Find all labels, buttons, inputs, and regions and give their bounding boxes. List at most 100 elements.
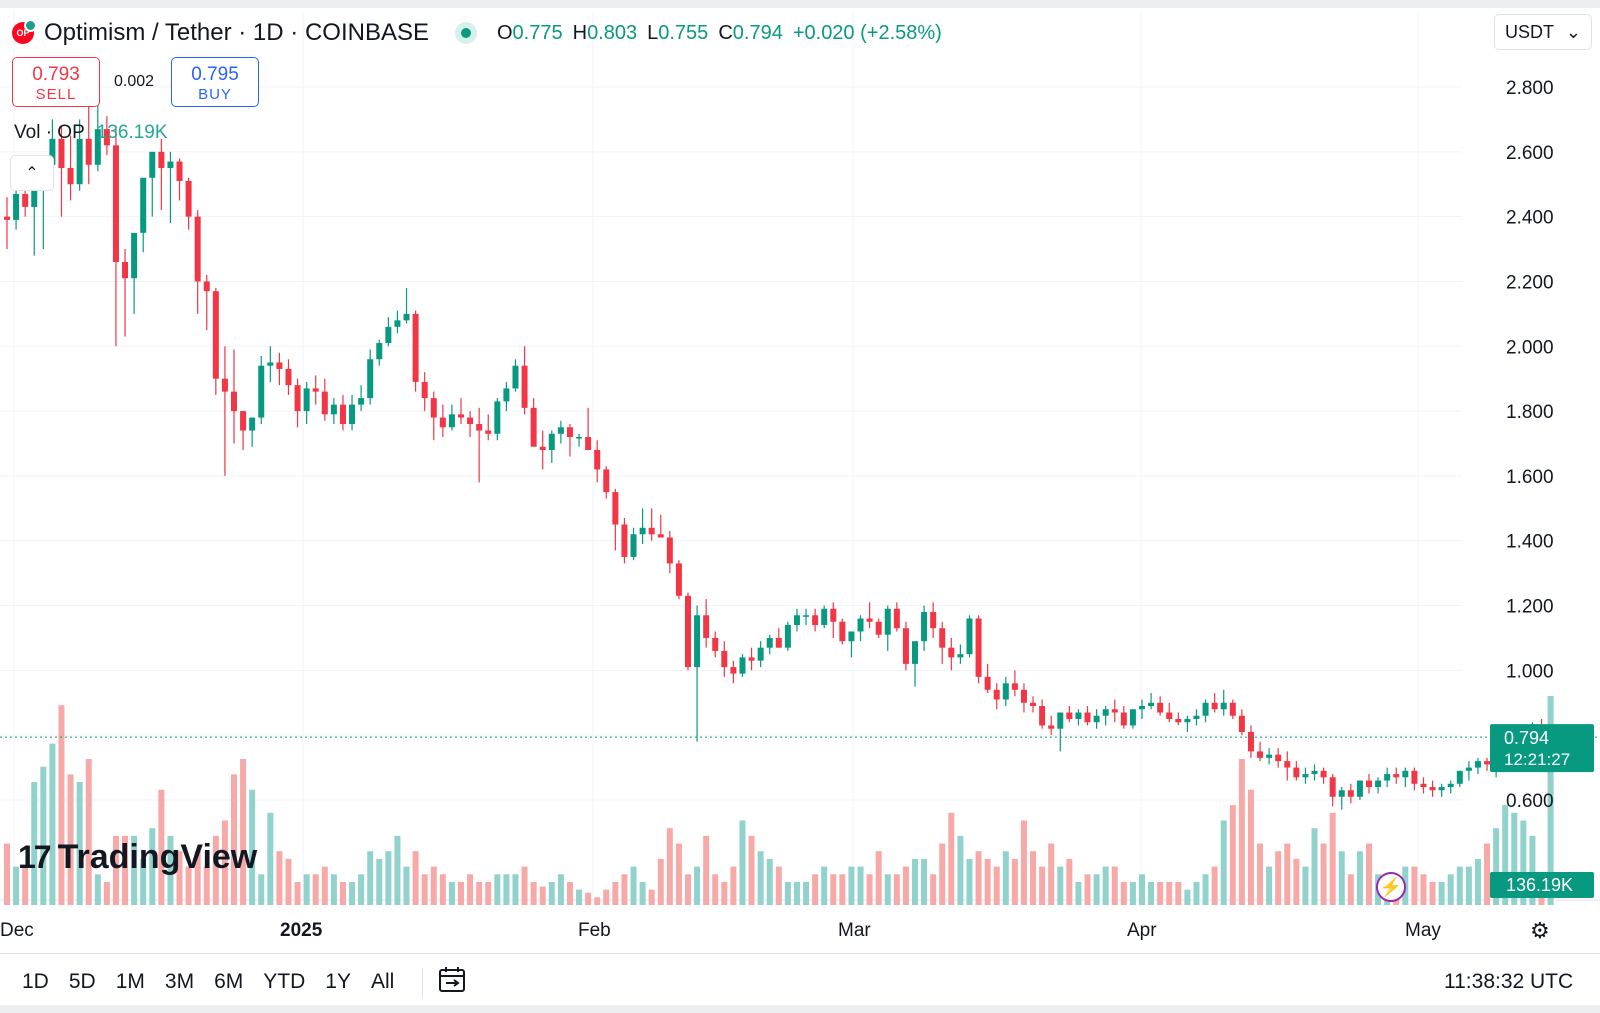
- candle-body: [1075, 712, 1082, 719]
- volume-bar: [548, 881, 555, 905]
- candle: [503, 381, 510, 412]
- timeframe-5d[interactable]: 5D: [68, 970, 96, 993]
- toolbar-divider: [0, 953, 1600, 954]
- candle-body: [1484, 761, 1491, 765]
- time-axis: Dec 2025 Feb Mar Apr May: [0, 920, 1441, 941]
- candle-body: [1293, 767, 1300, 778]
- candle: [1338, 787, 1345, 810]
- date-range-icon[interactable]: [438, 966, 468, 994]
- volume-bar: [1511, 812, 1518, 905]
- candle-body: [303, 388, 310, 412]
- candle-body: [766, 637, 773, 648]
- candle-body: [576, 437, 583, 439]
- candle-body: [703, 615, 710, 638]
- price-tick-label: 2.400: [1506, 208, 1554, 229]
- candle-body: [712, 637, 719, 651]
- last-price-tag: [1490, 724, 1594, 773]
- candle: [721, 641, 728, 677]
- volume-bar: [639, 881, 646, 905]
- volume-bar: [185, 866, 192, 905]
- candle: [1356, 780, 1363, 800]
- volume-bar: [848, 866, 855, 905]
- candle: [830, 602, 837, 638]
- candle-body: [621, 524, 628, 557]
- volume-bar: [276, 851, 283, 905]
- volume-bar: [122, 835, 129, 905]
- timeframe-1m[interactable]: 1M: [115, 970, 145, 993]
- candle-body: [167, 161, 174, 169]
- candle-body: [103, 129, 110, 146]
- candle-body: [530, 407, 537, 447]
- volume-bar: [1320, 843, 1327, 905]
- timeframe-ytd[interactable]: YTD: [263, 970, 306, 993]
- candle-body: [467, 417, 474, 425]
- volume-bar: [1366, 843, 1372, 905]
- currency-select[interactable]: USDT ⌄: [1494, 14, 1592, 50]
- tradingview-watermark[interactable]: 17 TradingView: [18, 838, 257, 877]
- candle-body: [1429, 787, 1436, 791]
- candle: [1175, 712, 1182, 726]
- candle: [1447, 780, 1454, 794]
- volume-bar: [103, 881, 110, 905]
- volume-bar: [1311, 828, 1318, 905]
- candle: [685, 592, 691, 671]
- candle-body: [912, 641, 918, 664]
- timeframe-all[interactable]: All: [370, 970, 395, 993]
- candle-body: [1284, 761, 1291, 768]
- candle-body: [1057, 712, 1064, 729]
- candle: [467, 411, 474, 438]
- lightning-icon[interactable]: ⚡: [1376, 872, 1406, 902]
- candle: [1102, 706, 1109, 726]
- tradingview-text: TradingView: [57, 838, 258, 876]
- volume-bar: [22, 866, 29, 905]
- timeframe-3m[interactable]: 3M: [164, 970, 195, 993]
- candle-body: [966, 618, 973, 655]
- volume-bar: [221, 820, 228, 905]
- utc-clock[interactable]: 11:38:32 UTC: [1444, 970, 1574, 993]
- volume-bar: [666, 828, 673, 905]
- volume-bar: [1356, 851, 1363, 905]
- candle-body: [276, 362, 283, 369]
- volume-bar: [1293, 858, 1300, 905]
- candle-body: [1356, 780, 1363, 797]
- candle: [848, 631, 855, 658]
- toolbar-separator: [422, 968, 423, 998]
- candle: [1311, 764, 1318, 781]
- ohlc-open-key: O: [496, 21, 513, 44]
- timeframe-6m[interactable]: 6M: [214, 970, 244, 993]
- spread-value: 0.002: [114, 73, 155, 90]
- candle: [1139, 699, 1145, 719]
- timeframe-1y[interactable]: 1Y: [325, 970, 351, 993]
- volume-bar: [385, 851, 392, 905]
- candle-body: [1157, 702, 1164, 713]
- volume-bar: [630, 866, 637, 905]
- chevron-down-icon: ⌄: [1565, 21, 1581, 42]
- candle: [158, 138, 165, 211]
- candle: [603, 466, 610, 499]
- volume-bar: [803, 881, 810, 905]
- candle: [812, 608, 819, 632]
- candle: [321, 378, 328, 421]
- volume-bar: [67, 774, 74, 905]
- volume-bar: [1229, 805, 1236, 905]
- candle-body: [866, 618, 873, 622]
- volume-bar: [1429, 881, 1436, 905]
- volume-legend[interactable]: Vol · OP 136.19K: [14, 122, 168, 144]
- volume-bar: [966, 858, 973, 905]
- volume-bar: [1075, 881, 1082, 905]
- candle-body: [13, 193, 20, 220]
- timeframe-1d[interactable]: 1D: [22, 970, 49, 993]
- candle-body: [694, 615, 701, 668]
- sell-label: SELL: [35, 86, 77, 103]
- sell-button[interactable]: 0.793 SELL: [12, 57, 100, 107]
- settings-icon[interactable]: ⚙: [1530, 918, 1550, 943]
- collapse-legend-button[interactable]: ⌃: [10, 155, 54, 191]
- symbol-title[interactable]: Optimism / Tether · 1D · COINBASE: [44, 19, 429, 46]
- candle: [1193, 709, 1200, 726]
- buy-button[interactable]: 0.795 BUY: [171, 57, 259, 107]
- candle: [67, 135, 74, 201]
- chart-grid: [0, 10, 1600, 901]
- candle: [766, 634, 773, 655]
- volume-bar: [1048, 843, 1055, 905]
- candle-body: [921, 612, 928, 642]
